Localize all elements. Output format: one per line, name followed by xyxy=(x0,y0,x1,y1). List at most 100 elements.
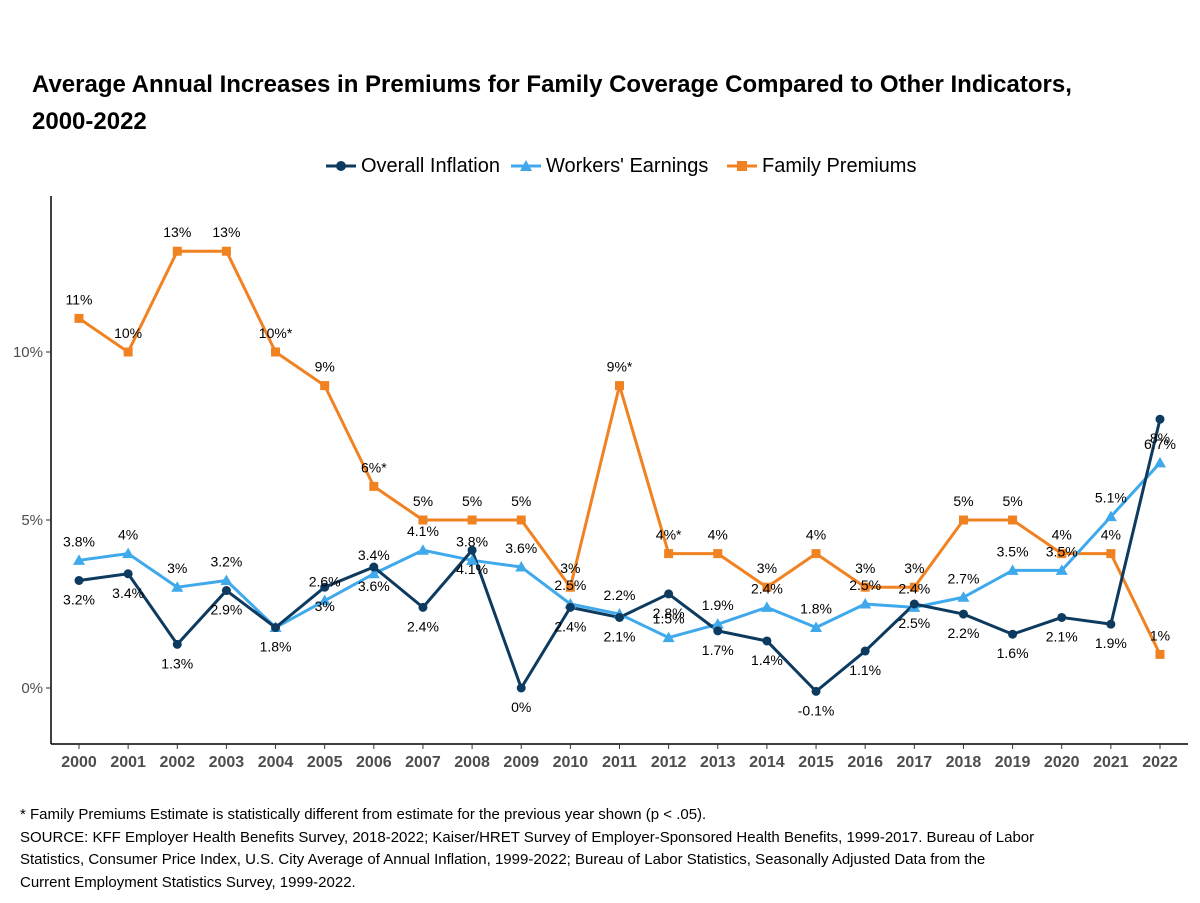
data-point-marker xyxy=(73,554,85,565)
data-label: 3% xyxy=(560,560,580,576)
chart-title-line-2: 2000-2022 xyxy=(32,108,147,135)
data-label: 3% xyxy=(904,560,924,576)
data-point-marker xyxy=(369,481,379,491)
data-label: 1% xyxy=(1150,627,1170,643)
data-point-marker xyxy=(1104,510,1117,522)
data-point-marker xyxy=(271,623,281,633)
data-point-marker xyxy=(958,515,968,525)
data-label: 3.8% xyxy=(456,533,488,549)
data-label: 3% xyxy=(167,560,187,576)
data-point-marker xyxy=(1055,564,1068,575)
data-point-marker xyxy=(909,599,919,609)
data-point-marker xyxy=(318,594,331,606)
data-point-marker xyxy=(664,549,674,559)
data-point-marker xyxy=(1155,414,1165,424)
x-tick-label: 2000 xyxy=(61,754,97,771)
data-label: 13% xyxy=(163,224,191,240)
data-label: 1.8% xyxy=(800,601,832,617)
data-label: 3.5% xyxy=(997,543,1029,559)
data-point-marker xyxy=(515,561,528,572)
x-tick-label: 2020 xyxy=(1044,754,1080,771)
data-point-marker xyxy=(418,602,428,612)
x-tick-label: 2019 xyxy=(995,754,1031,771)
data-label: 1.6% xyxy=(997,645,1029,661)
data-label: 3.4% xyxy=(358,547,390,563)
data-point-marker xyxy=(320,582,330,592)
legend-label: Overall Inflation xyxy=(361,154,500,177)
data-label: 4%* xyxy=(656,527,682,543)
footnote-significance: * Family Premiums Estimate is statistica… xyxy=(20,806,707,823)
data-label: 2.4% xyxy=(898,580,930,596)
y-tick-label: 0% xyxy=(21,680,43,697)
x-tick-label: 2005 xyxy=(307,754,343,771)
data-label: 10%* xyxy=(259,325,293,341)
data-label: 8% xyxy=(1150,430,1170,446)
data-label: 11% xyxy=(66,291,93,307)
data-label: 3% xyxy=(855,560,875,576)
data-label: 4.1% xyxy=(456,561,488,577)
x-tick-label: 2014 xyxy=(749,754,785,771)
data-point-marker xyxy=(713,549,723,559)
data-point-marker xyxy=(122,547,135,559)
data-label: 5% xyxy=(462,493,482,509)
data-label: 2.5% xyxy=(898,615,930,631)
legend-item-overall-inflation: Overall Inflation xyxy=(325,150,500,182)
data-point-marker xyxy=(762,582,772,592)
data-label: 2.8% xyxy=(653,605,685,621)
chart-title: Average Annual Increases in Premiums for… xyxy=(32,66,1172,140)
legend-triangle-marker-icon xyxy=(511,160,541,171)
data-label: 9% xyxy=(315,359,335,375)
data-label: 1.1% xyxy=(849,662,881,678)
data-label: 2.9% xyxy=(210,602,242,618)
line-chart: 0% 5% 10% 2000 2001 2002 2003 2004 2005 2006 2007 2… xyxy=(13,196,1188,771)
data-point-marker xyxy=(369,562,379,572)
data-point-marker xyxy=(760,601,773,612)
data-point-marker xyxy=(516,515,526,525)
data-label: 4% xyxy=(806,527,826,543)
data-label: 1.7% xyxy=(702,642,734,658)
x-tick-label: 2015 xyxy=(798,754,834,771)
data-point-marker xyxy=(565,582,575,592)
data-point-marker xyxy=(74,575,84,585)
data-point-marker xyxy=(74,313,84,323)
chart-title-line-1: Average Annual Increases in Premiums for… xyxy=(32,71,1072,98)
footnote-source-line-1: SOURCE: KFF Employer Health Benefits Sur… xyxy=(20,828,1035,846)
data-label: 10% xyxy=(114,325,142,341)
x-tick-label: 2017 xyxy=(897,754,933,771)
footnote-source-line-3: Current Employment Statistics Survey, 19… xyxy=(20,873,356,891)
data-label: 3.8% xyxy=(63,533,95,549)
data-label: 0% xyxy=(511,699,531,715)
data-point-marker xyxy=(1155,649,1165,659)
data-point-marker xyxy=(711,618,724,629)
data-label: 2.2% xyxy=(604,587,636,603)
data-label: 4% xyxy=(708,527,728,543)
data-point-marker xyxy=(221,586,231,596)
data-point-marker xyxy=(1106,619,1116,629)
data-point-marker xyxy=(467,545,477,555)
data-label: 3.5% xyxy=(1046,543,1078,559)
x-tick-label: 2006 xyxy=(356,754,392,771)
data-label: 4.1% xyxy=(407,523,439,539)
data-point-marker xyxy=(171,581,184,592)
data-label: 13% xyxy=(212,224,240,240)
data-label: 2.1% xyxy=(604,628,636,644)
legend-label: Family Premiums xyxy=(762,154,917,177)
data-label: 4% xyxy=(1101,527,1121,543)
data-point-marker xyxy=(662,631,675,643)
x-tick-label: 2002 xyxy=(159,754,195,771)
legend-item-workers-earnings: Workers' Earnings xyxy=(510,150,708,182)
x-tick-label: 2013 xyxy=(700,754,736,771)
data-point-marker xyxy=(221,246,231,256)
data-point-marker xyxy=(172,246,182,256)
legend-label: Workers' Earnings xyxy=(546,154,709,177)
data-point-marker xyxy=(1008,515,1018,525)
data-point-marker xyxy=(909,582,919,592)
data-point-marker xyxy=(811,549,821,559)
chart-legend: Overall Inflation Workers' Earnings Fami… xyxy=(0,150,1200,182)
data-point-marker xyxy=(664,589,674,599)
x-tick-label: 2003 xyxy=(209,754,245,771)
data-point-marker xyxy=(615,612,624,622)
data-label: 1.5% xyxy=(653,611,685,627)
data-label: 6%* xyxy=(361,459,387,475)
x-tick-label: 2016 xyxy=(847,754,883,771)
